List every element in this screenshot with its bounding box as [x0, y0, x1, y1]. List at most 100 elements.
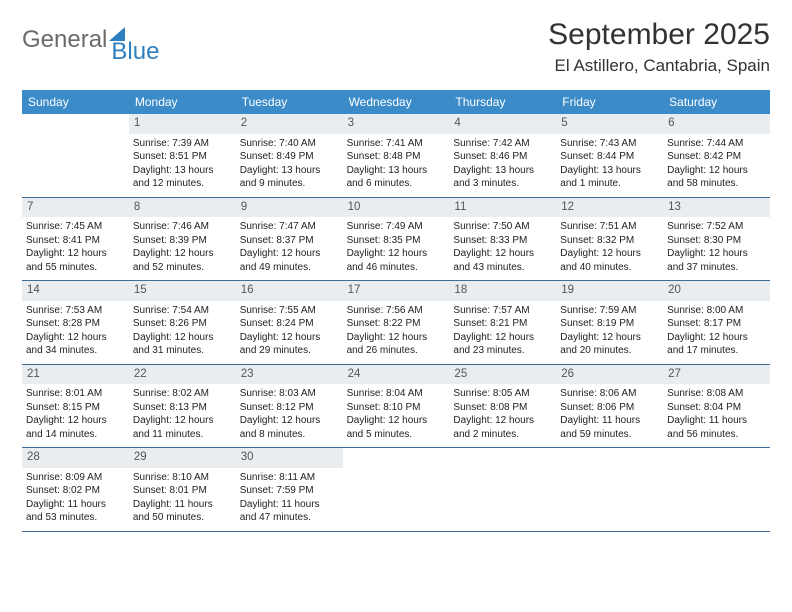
- sunrise-text: Sunrise: 7:56 AM: [347, 304, 446, 318]
- calendar-week: 21Sunrise: 8:01 AMSunset: 8:15 PMDayligh…: [22, 365, 770, 449]
- sunrise-text: Sunrise: 7:43 AM: [560, 137, 659, 151]
- calendar-cell: 23Sunrise: 8:03 AMSunset: 8:12 PMDayligh…: [236, 365, 343, 448]
- daylight-text: Daylight: 12 hours and 46 minutes.: [347, 247, 446, 274]
- daylight-text: Daylight: 12 hours and 49 minutes.: [240, 247, 339, 274]
- calendar-cell: 25Sunrise: 8:05 AMSunset: 8:08 PMDayligh…: [449, 365, 556, 448]
- day-number: 24: [343, 365, 450, 385]
- sunrise-text: Sunrise: 7:51 AM: [560, 220, 659, 234]
- calendar-cell: 8Sunrise: 7:46 AMSunset: 8:39 PMDaylight…: [129, 198, 236, 281]
- daylight-text: Daylight: 13 hours and 1 minute.: [560, 164, 659, 191]
- day-number: 27: [663, 365, 770, 385]
- daylight-text: Daylight: 12 hours and 20 minutes.: [560, 331, 659, 358]
- daylight-text: Daylight: 13 hours and 12 minutes.: [133, 164, 232, 191]
- sunset-text: Sunset: 8:42 PM: [667, 150, 766, 164]
- weekday-label: Tuesday: [236, 90, 343, 114]
- sunrise-text: Sunrise: 7:54 AM: [133, 304, 232, 318]
- daylight-text: Daylight: 12 hours and 23 minutes.: [453, 331, 552, 358]
- sunset-text: Sunset: 8:26 PM: [133, 317, 232, 331]
- daylight-text: Daylight: 12 hours and 5 minutes.: [347, 414, 446, 441]
- calendar-cell: [663, 448, 770, 531]
- daylight-text: Daylight: 12 hours and 26 minutes.: [347, 331, 446, 358]
- sunset-text: Sunset: 8:10 PM: [347, 401, 446, 415]
- calendar-cell: [449, 448, 556, 531]
- calendar-week: 1Sunrise: 7:39 AMSunset: 8:51 PMDaylight…: [22, 114, 770, 198]
- day-number: 19: [556, 281, 663, 301]
- calendar-cell: 10Sunrise: 7:49 AMSunset: 8:35 PMDayligh…: [343, 198, 450, 281]
- weekday-label: Wednesday: [343, 90, 450, 114]
- daylight-text: Daylight: 12 hours and 29 minutes.: [240, 331, 339, 358]
- sunrise-text: Sunrise: 7:47 AM: [240, 220, 339, 234]
- sunset-text: Sunset: 8:51 PM: [133, 150, 232, 164]
- sunrise-text: Sunrise: 7:59 AM: [560, 304, 659, 318]
- sunrise-text: Sunrise: 7:45 AM: [26, 220, 125, 234]
- sunset-text: Sunset: 8:41 PM: [26, 234, 125, 248]
- daylight-text: Daylight: 13 hours and 3 minutes.: [453, 164, 552, 191]
- day-number: 15: [129, 281, 236, 301]
- sunset-text: Sunset: 8:02 PM: [26, 484, 125, 498]
- sunrise-text: Sunrise: 8:00 AM: [667, 304, 766, 318]
- title-block: September 2025 El Astillero, Cantabria, …: [548, 18, 770, 76]
- sunrise-text: Sunrise: 8:01 AM: [26, 387, 125, 401]
- day-number: 18: [449, 281, 556, 301]
- calendar-cell: 2Sunrise: 7:40 AMSunset: 8:49 PMDaylight…: [236, 114, 343, 197]
- sunset-text: Sunset: 8:15 PM: [26, 401, 125, 415]
- daylight-text: Daylight: 12 hours and 11 minutes.: [133, 414, 232, 441]
- sunrise-text: Sunrise: 7:50 AM: [453, 220, 552, 234]
- day-number: 17: [343, 281, 450, 301]
- sunset-text: Sunset: 8:01 PM: [133, 484, 232, 498]
- header: General Blue September 2025 El Astillero…: [22, 18, 770, 76]
- daylight-text: Daylight: 12 hours and 8 minutes.: [240, 414, 339, 441]
- logo: General Blue: [22, 18, 159, 54]
- calendar-cell: 5 Sunrise: 7:43 AMSunset: 8:44 PMDaylight…: [556, 114, 663, 197]
- calendar-cell: [343, 448, 450, 531]
- sunrise-text: Sunrise: 8:09 AM: [26, 471, 125, 485]
- sunset-text: Sunset: 8:19 PM: [560, 317, 659, 331]
- day-number: 14: [22, 281, 129, 301]
- daylight-text: Daylight: 11 hours and 53 minutes.: [26, 498, 125, 525]
- day-number: 26: [556, 365, 663, 385]
- sunrise-text: Sunrise: 7:55 AM: [240, 304, 339, 318]
- sunrise-text: Sunrise: 7:46 AM: [133, 220, 232, 234]
- sunset-text: Sunset: 8:44 PM: [560, 150, 659, 164]
- daylight-text: Daylight: 12 hours and 31 minutes.: [133, 331, 232, 358]
- sunset-text: Sunset: 8:28 PM: [26, 317, 125, 331]
- day-number: 7: [22, 198, 129, 218]
- calendar-cell: 13Sunrise: 7:52 AMSunset: 8:30 PMDayligh…: [663, 198, 770, 281]
- sunset-text: Sunset: 8:24 PM: [240, 317, 339, 331]
- day-number: 4: [449, 114, 556, 134]
- day-number: 6: [663, 114, 770, 134]
- sunset-text: Sunset: 8:32 PM: [560, 234, 659, 248]
- day-number: 1: [129, 114, 236, 134]
- calendar-cell: 27Sunrise: 8:08 AMSunset: 8:04 PMDayligh…: [663, 365, 770, 448]
- calendar-week: 28Sunrise: 8:09 AMSunset: 8:02 PMDayligh…: [22, 448, 770, 532]
- daylight-text: Daylight: 13 hours and 9 minutes.: [240, 164, 339, 191]
- weekday-label: Friday: [556, 90, 663, 114]
- day-number: 30: [236, 448, 343, 468]
- daylight-text: Daylight: 12 hours and 34 minutes.: [26, 331, 125, 358]
- logo-text-blue: Blue: [111, 38, 159, 66]
- sunrise-text: Sunrise: 8:02 AM: [133, 387, 232, 401]
- sunrise-text: Sunrise: 8:03 AM: [240, 387, 339, 401]
- day-number: 5: [556, 114, 663, 134]
- sunset-text: Sunset: 8:35 PM: [347, 234, 446, 248]
- daylight-text: Daylight: 12 hours and 37 minutes.: [667, 247, 766, 274]
- sunrise-text: Sunrise: 7:49 AM: [347, 220, 446, 234]
- sunset-text: Sunset: 8:37 PM: [240, 234, 339, 248]
- calendar-cell: 20Sunrise: 8:00 AMSunset: 8:17 PMDayligh…: [663, 281, 770, 364]
- sunset-text: Sunset: 7:59 PM: [240, 484, 339, 498]
- day-number: 11: [449, 198, 556, 218]
- day-number: 8: [129, 198, 236, 218]
- sunset-text: Sunset: 8:08 PM: [453, 401, 552, 415]
- day-number: 20: [663, 281, 770, 301]
- day-number: 9: [236, 198, 343, 218]
- daylight-text: Daylight: 12 hours and 58 minutes.: [667, 164, 766, 191]
- calendar-cell: 4Sunrise: 7:42 AMSunset: 8:46 PMDaylight…: [449, 114, 556, 197]
- day-number: 2: [236, 114, 343, 134]
- calendar-cell: 21Sunrise: 8:01 AMSunset: 8:15 PMDayligh…: [22, 365, 129, 448]
- sunrise-text: Sunrise: 7:39 AM: [133, 137, 232, 151]
- sunset-text: Sunset: 8:33 PM: [453, 234, 552, 248]
- weekday-label: Sunday: [22, 90, 129, 114]
- sunset-text: Sunset: 8:22 PM: [347, 317, 446, 331]
- calendar-cell: 12Sunrise: 7:51 AMSunset: 8:32 PMDayligh…: [556, 198, 663, 281]
- sunrise-text: Sunrise: 7:41 AM: [347, 137, 446, 151]
